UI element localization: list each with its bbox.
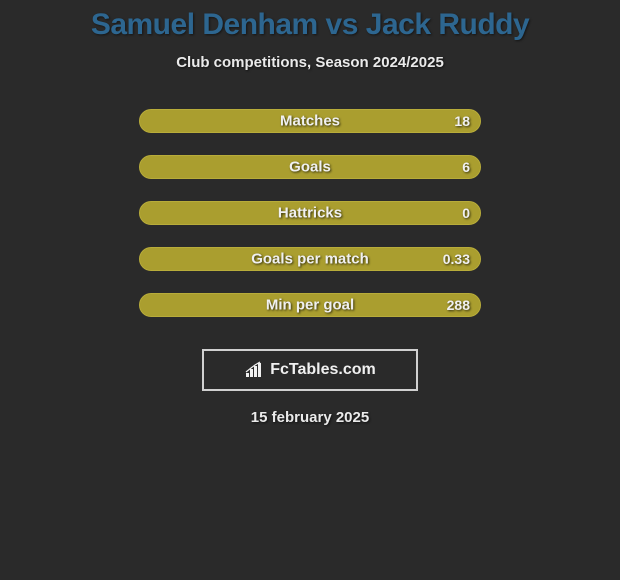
stat-row: Matches 18	[139, 109, 481, 133]
logo-text: FcTables.com	[270, 361, 376, 379]
stat-value-right: 0.33	[443, 251, 470, 267]
stat-value-right: 18	[454, 113, 470, 129]
stat-value-right: 6	[462, 159, 470, 175]
stats-container: Matches 18 Goals 6 Hattricks 0 Goals per match…	[139, 109, 481, 339]
comparison-title: Samuel Denham vs Jack Ruddy	[91, 8, 529, 42]
stat-bar: Min per goal 288	[139, 293, 481, 317]
stat-label: Matches	[280, 113, 340, 130]
stat-label: Min per goal	[266, 297, 354, 314]
stat-label: Goals	[289, 159, 331, 176]
stat-row: Goals per match 0.33	[139, 247, 481, 271]
stat-bar: Goals 6	[139, 155, 481, 179]
chart-icon	[244, 361, 264, 379]
stat-value-right: 0	[462, 205, 470, 221]
stat-value-right: 288	[447, 297, 470, 313]
stat-row: Min per goal 288	[139, 293, 481, 317]
logo-box[interactable]: FcTables.com	[202, 349, 418, 391]
stat-label: Goals per match	[251, 251, 369, 268]
comparison-subtitle: Club competitions, Season 2024/2025	[176, 54, 444, 71]
stat-bar: Matches 18	[139, 109, 481, 133]
stat-bar: Goals per match 0.33	[139, 247, 481, 271]
stat-bar: Hattricks 0	[139, 201, 481, 225]
stat-row: Hattricks 0	[139, 201, 481, 225]
stat-label: Hattricks	[278, 205, 342, 222]
date-text: 15 february 2025	[251, 409, 369, 426]
stat-row: Goals 6	[139, 155, 481, 179]
